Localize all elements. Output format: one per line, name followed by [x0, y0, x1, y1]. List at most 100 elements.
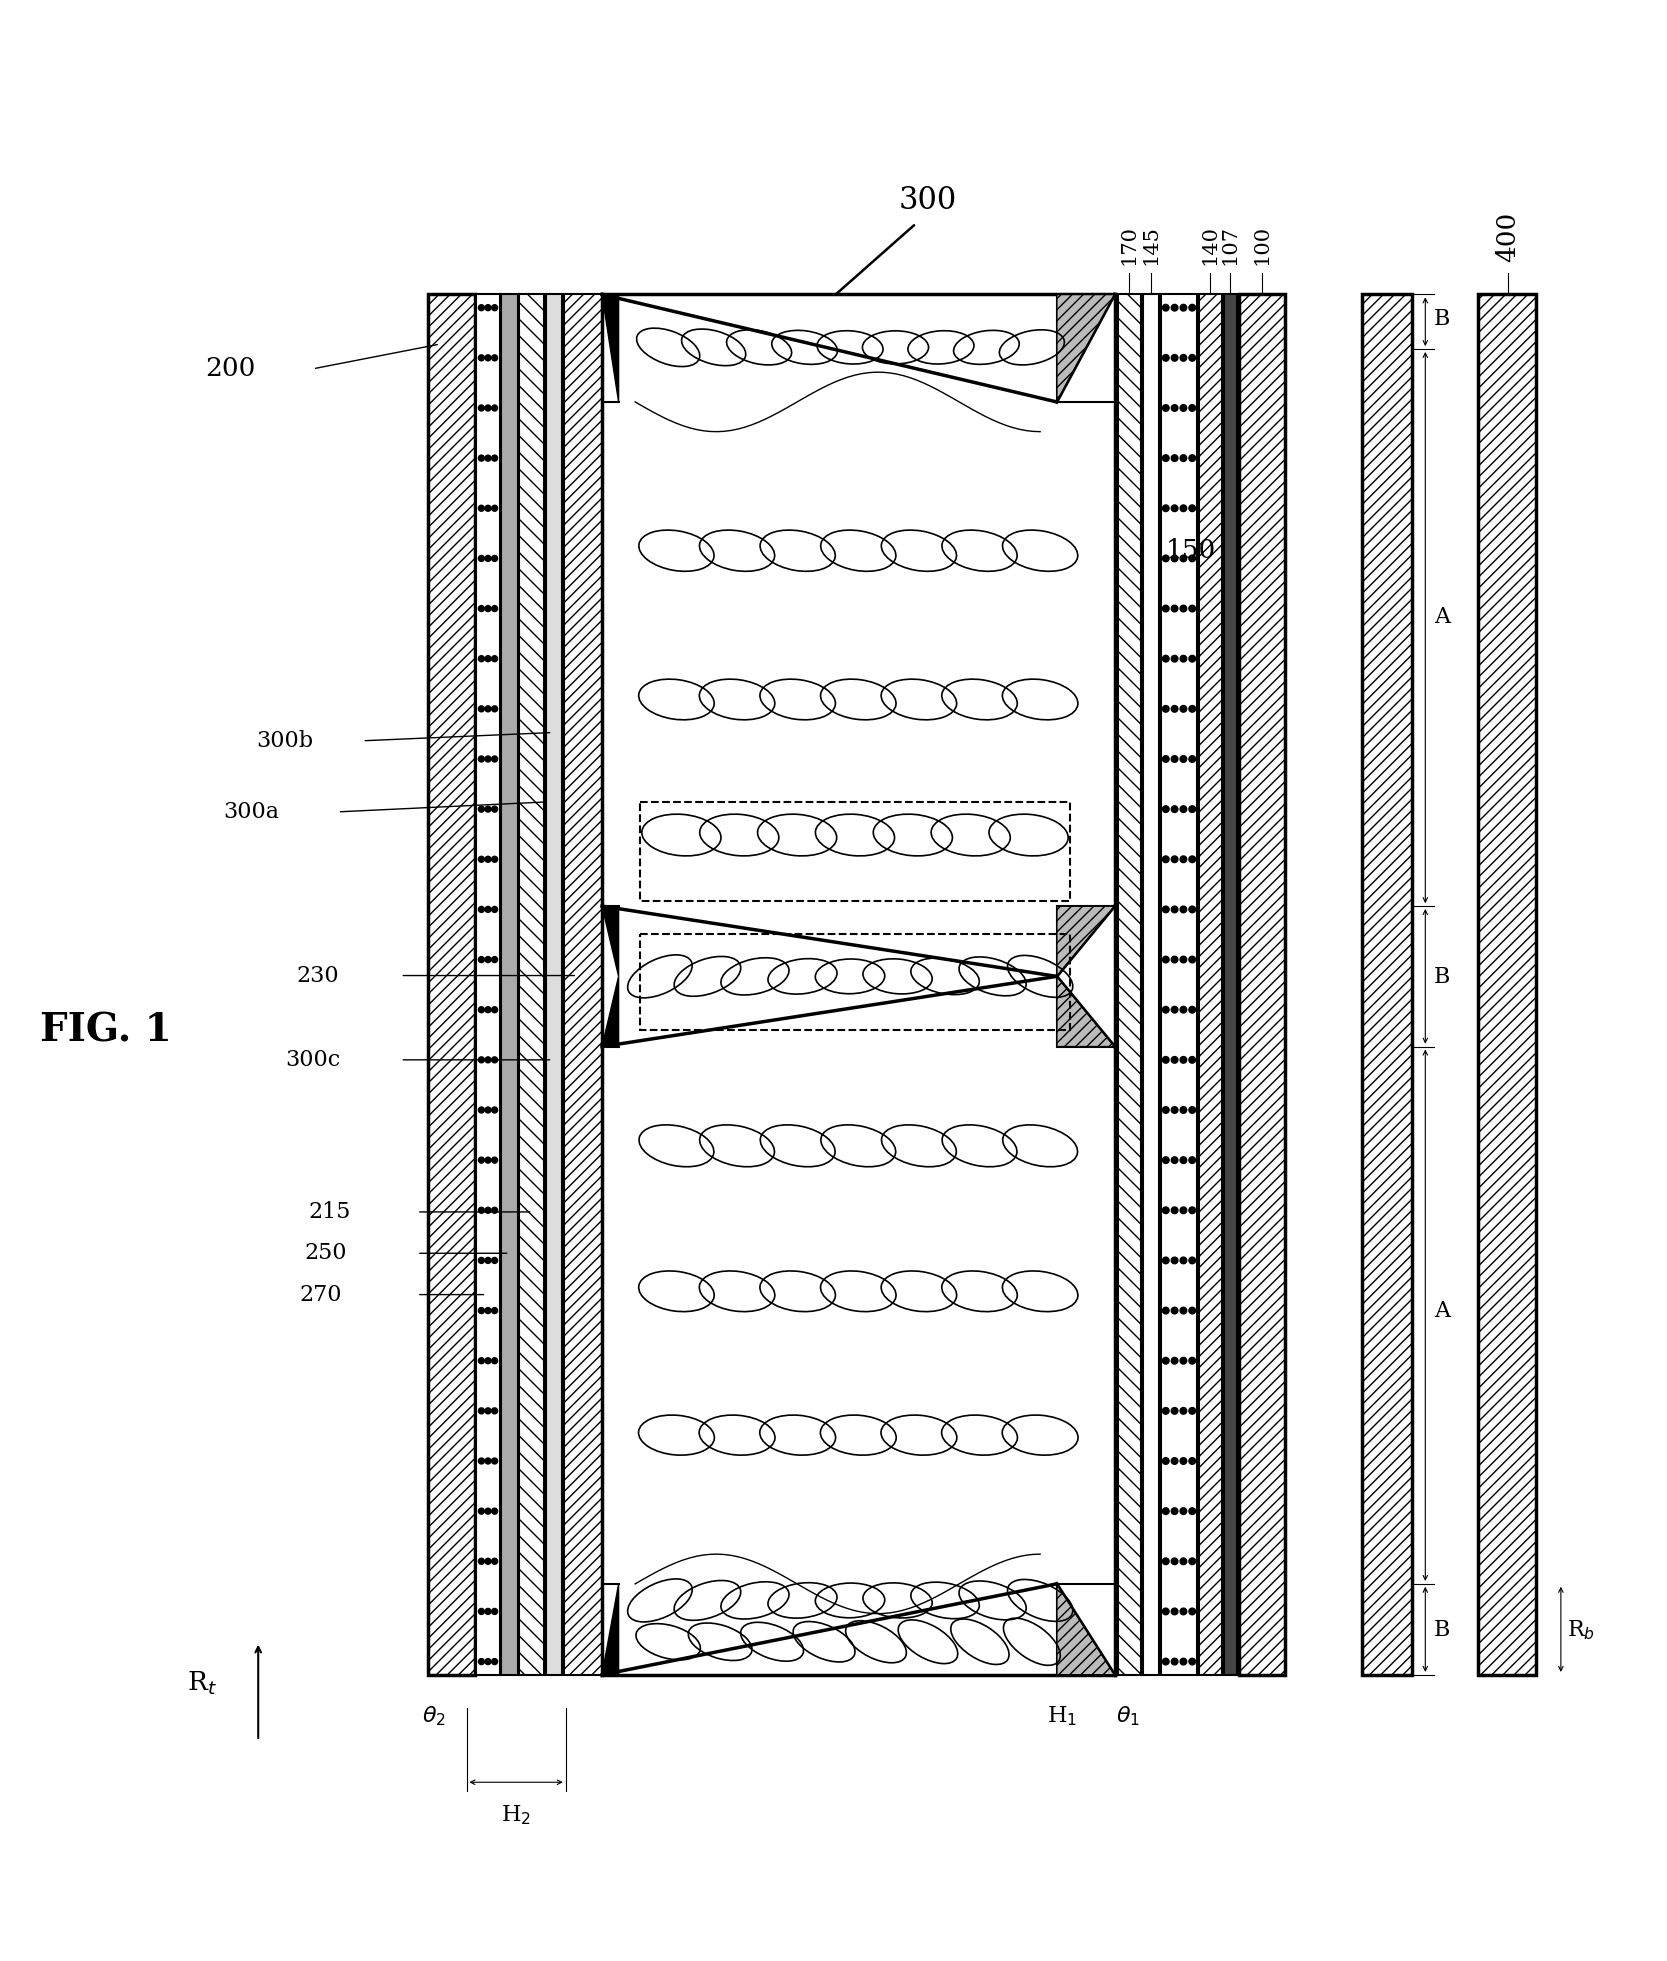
Circle shape — [1189, 555, 1195, 561]
Circle shape — [1162, 1608, 1169, 1614]
Circle shape — [492, 606, 497, 612]
Circle shape — [485, 857, 492, 863]
Circle shape — [1180, 355, 1187, 361]
Circle shape — [485, 1357, 492, 1363]
Circle shape — [485, 606, 492, 612]
Circle shape — [1180, 1257, 1187, 1263]
Circle shape — [485, 1257, 492, 1263]
Circle shape — [485, 406, 492, 412]
Circle shape — [485, 957, 492, 963]
Circle shape — [1189, 1308, 1195, 1314]
Circle shape — [1162, 1508, 1169, 1514]
Bar — [502, 294, 518, 1675]
Circle shape — [1189, 655, 1195, 663]
Circle shape — [478, 1308, 485, 1314]
Text: 300b: 300b — [257, 729, 313, 751]
Circle shape — [1162, 1006, 1169, 1014]
Circle shape — [492, 555, 497, 561]
Circle shape — [478, 655, 485, 661]
Circle shape — [1162, 1457, 1169, 1465]
Circle shape — [478, 1208, 485, 1214]
Circle shape — [1162, 706, 1169, 712]
Circle shape — [478, 355, 485, 361]
Circle shape — [1180, 655, 1187, 663]
Circle shape — [1162, 1106, 1169, 1114]
Circle shape — [1180, 1357, 1187, 1365]
Circle shape — [1180, 1659, 1187, 1665]
Circle shape — [1162, 1157, 1169, 1163]
Circle shape — [1162, 455, 1169, 461]
Circle shape — [1189, 1357, 1195, 1365]
Circle shape — [478, 1257, 485, 1263]
Circle shape — [1189, 1508, 1195, 1514]
Circle shape — [1172, 706, 1179, 712]
Text: 250: 250 — [305, 1241, 347, 1265]
Circle shape — [485, 1559, 492, 1565]
Bar — [545, 294, 562, 1675]
Circle shape — [478, 1559, 485, 1565]
Circle shape — [1162, 806, 1169, 812]
Circle shape — [478, 506, 485, 512]
Circle shape — [1180, 606, 1187, 612]
Circle shape — [1189, 1206, 1195, 1214]
Circle shape — [485, 806, 492, 812]
Circle shape — [1172, 1557, 1179, 1565]
Circle shape — [1172, 655, 1179, 663]
Circle shape — [478, 957, 485, 963]
Text: B: B — [1434, 1620, 1450, 1641]
Circle shape — [492, 1257, 497, 1263]
Circle shape — [478, 1608, 485, 1614]
Circle shape — [1172, 404, 1179, 412]
Bar — [1479, 294, 1535, 1675]
Circle shape — [478, 455, 485, 461]
Circle shape — [1180, 706, 1187, 712]
Circle shape — [492, 1157, 497, 1163]
Text: 300a: 300a — [223, 800, 280, 824]
Circle shape — [1162, 1206, 1169, 1214]
Circle shape — [1180, 755, 1187, 763]
Circle shape — [1162, 1357, 1169, 1365]
Circle shape — [1180, 906, 1187, 912]
Circle shape — [492, 1659, 497, 1665]
Circle shape — [1162, 555, 1169, 561]
Circle shape — [492, 1108, 497, 1114]
Circle shape — [1172, 906, 1179, 912]
Circle shape — [1189, 1006, 1195, 1014]
Circle shape — [492, 355, 497, 361]
Circle shape — [492, 1006, 497, 1012]
Circle shape — [492, 1608, 497, 1614]
Circle shape — [1162, 606, 1169, 612]
Circle shape — [1189, 355, 1195, 361]
Circle shape — [1172, 1057, 1179, 1063]
Circle shape — [1180, 1408, 1187, 1414]
Polygon shape — [602, 977, 618, 1047]
Text: H$_1$: H$_1$ — [1047, 1704, 1077, 1728]
Circle shape — [492, 1308, 497, 1314]
Circle shape — [1189, 1557, 1195, 1565]
Circle shape — [492, 1459, 497, 1465]
Bar — [1199, 294, 1222, 1675]
Circle shape — [1189, 1659, 1195, 1665]
Circle shape — [1180, 1557, 1187, 1565]
Circle shape — [492, 757, 497, 763]
Circle shape — [1172, 504, 1179, 512]
Circle shape — [478, 1357, 485, 1363]
Polygon shape — [1057, 294, 1115, 402]
Circle shape — [1180, 957, 1187, 963]
Circle shape — [1189, 755, 1195, 763]
Circle shape — [478, 806, 485, 812]
Text: B: B — [1434, 308, 1450, 329]
Circle shape — [485, 1157, 492, 1163]
Bar — [602, 294, 1115, 1675]
Circle shape — [1189, 855, 1195, 863]
Text: 107: 107 — [1220, 226, 1240, 265]
Circle shape — [1172, 957, 1179, 963]
Circle shape — [1172, 1408, 1179, 1414]
Circle shape — [485, 1208, 492, 1214]
Text: R$_b$: R$_b$ — [1567, 1618, 1595, 1641]
Circle shape — [485, 706, 492, 712]
Text: $\theta_1$: $\theta_1$ — [1115, 1704, 1140, 1728]
Text: R$_t$: R$_t$ — [187, 1669, 217, 1696]
Circle shape — [1162, 655, 1169, 663]
Circle shape — [1162, 855, 1169, 863]
